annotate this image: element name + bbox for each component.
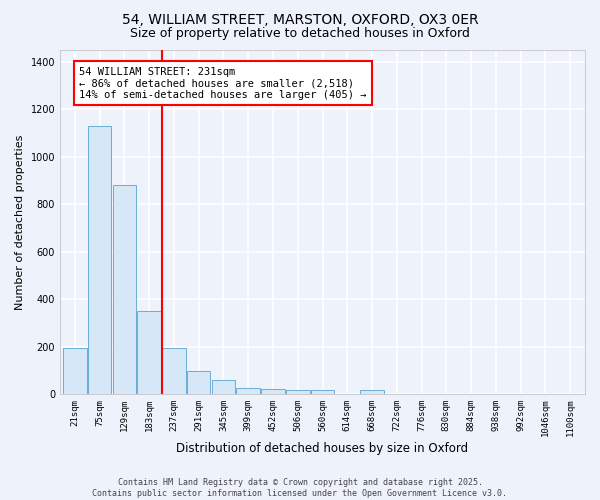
Bar [137,311,161,394]
Bar [187,372,211,394]
Bar [360,390,384,394]
Text: 54 WILLIAM STREET: 231sqm
← 86% of detached houses are smaller (2,518)
14% of se: 54 WILLIAM STREET: 231sqm ← 86% of detac… [79,66,367,100]
X-axis label: Distribution of detached houses by size in Oxford: Distribution of detached houses by size … [176,442,469,455]
Text: 54, WILLIAM STREET, MARSTON, OXFORD, OX3 0ER: 54, WILLIAM STREET, MARSTON, OXFORD, OX3… [122,12,478,26]
Y-axis label: Number of detached properties: Number of detached properties [15,134,25,310]
Bar [63,348,86,394]
Text: Size of property relative to detached houses in Oxford: Size of property relative to detached ho… [130,28,470,40]
Bar [212,380,235,394]
Text: Contains HM Land Registry data © Crown copyright and database right 2025.
Contai: Contains HM Land Registry data © Crown c… [92,478,508,498]
Bar [162,348,186,394]
Bar [261,389,285,394]
Bar [311,390,334,394]
Bar [88,126,112,394]
Bar [113,185,136,394]
Bar [286,390,310,394]
Bar [236,388,260,394]
